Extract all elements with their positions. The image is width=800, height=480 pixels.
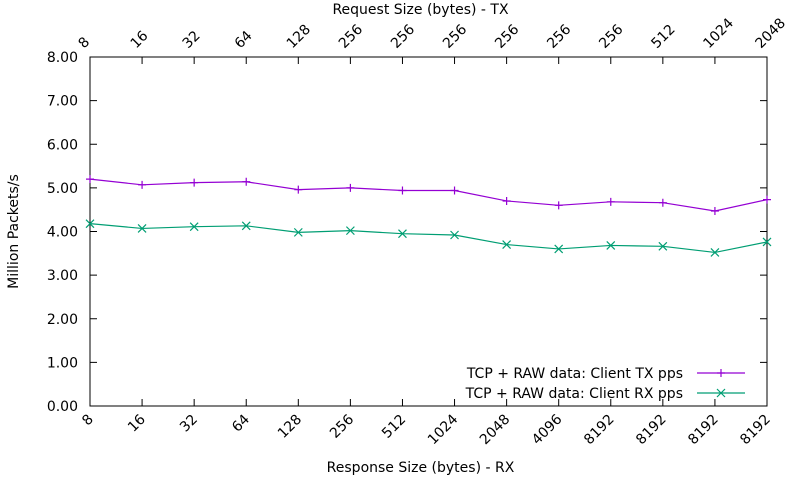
x-tick-label-top: 256: [492, 22, 522, 52]
data-point: [658, 198, 667, 207]
series-2: [85, 219, 772, 257]
x-tick-label-bottom: 8192: [633, 412, 670, 449]
x-tick-label-bottom: 16: [125, 411, 149, 435]
legend-label: TCP + RAW data: Client RX pps: [465, 386, 683, 402]
x-tick-label-bottom: 2048: [477, 412, 514, 449]
y-axis-title: Million Packets/s: [6, 174, 22, 289]
data-point: [554, 201, 563, 210]
y-tick-label: 5.00: [47, 181, 78, 197]
x-tick-label-top: 256: [440, 22, 470, 52]
plot-area: 0.001.002.003.004.005.006.007.008.008 16 3…: [47, 15, 789, 448]
x-tick-label-bottom: 8192: [685, 412, 722, 449]
x-tick-label-top: 16: [128, 28, 152, 52]
data-point: [554, 244, 564, 254]
y-tick-label: 8.00: [47, 50, 78, 66]
data-point: [398, 186, 407, 195]
data-point: [241, 221, 251, 231]
x-tick-label-top: 64: [232, 28, 256, 52]
x-axis-title: Response Size (bytes) - RX: [327, 460, 515, 476]
y-tick-label: 3.00: [47, 268, 78, 284]
series-line: [89, 223, 768, 254]
legend-marker: [717, 369, 725, 377]
x-tick-label-bottom: 128: [275, 412, 305, 442]
x-tick-label-top: 1024: [700, 15, 737, 52]
data-point: [606, 241, 616, 250]
data-point: [763, 195, 771, 204]
plot-border: [89, 56, 768, 407]
data-point: [189, 222, 199, 232]
data-point: [502, 196, 511, 205]
x-tick-label-top: 32: [180, 28, 204, 52]
data-point: [85, 219, 95, 229]
data-point: [86, 175, 94, 184]
data-point: [293, 227, 303, 237]
x-tick-label-top: 2048: [753, 15, 790, 52]
x-tick-label-top: 8: [76, 34, 94, 52]
y-tick-label: 7.00: [47, 94, 78, 110]
y-tick-label: 4.00: [47, 225, 78, 241]
y-tick-label: 6.00: [47, 137, 78, 153]
x-tick-label-top: 256: [388, 22, 418, 52]
top-axis-title: Request Size (bytes) - TX: [332, 2, 509, 18]
legend-marker: [716, 388, 726, 398]
legend: TCP + RAW data: Client TX pps TCP + RAW d…: [465, 366, 745, 402]
data-point: [138, 180, 147, 189]
data-point: [345, 226, 355, 236]
x-tick-label-bottom: 64: [229, 411, 253, 435]
x-tick-label-bottom: 8192: [581, 412, 618, 449]
x-tick-label-top: 128: [284, 22, 314, 52]
y-tick-label: 2.00: [47, 312, 78, 328]
data-point: [190, 178, 199, 187]
series-line: [89, 178, 768, 212]
x-tick-label-top: 512: [648, 22, 678, 52]
x-tick-label-top: 256: [544, 22, 574, 52]
data-point: [606, 197, 615, 206]
y-tick-label: 0.00: [47, 399, 78, 415]
data-point: [710, 248, 720, 257]
data-point: [450, 186, 459, 195]
x-tick-label-bottom: 32: [177, 412, 201, 436]
data-point: [450, 230, 459, 240]
data-point: [398, 229, 407, 239]
x-tick-label-bottom: 512: [379, 412, 409, 442]
data-point: [658, 241, 668, 251]
y-tick-label: 1.00: [47, 355, 78, 371]
data-point: [710, 206, 719, 215]
x-tick-label-top: 256: [596, 22, 626, 52]
data-point: [346, 183, 355, 192]
x-tick-label-bottom: 4096: [529, 411, 566, 448]
x-tick-label-bottom: 256: [327, 411, 357, 441]
data-point: [242, 177, 251, 186]
data-point: [137, 224, 147, 233]
x-tick-label-bottom: 1024: [425, 411, 462, 448]
legend-label: TCP + RAW data: Client TX pps: [466, 366, 683, 382]
data-point: [502, 240, 512, 250]
x-tick-label-top: 256: [336, 22, 366, 52]
series-1: [86, 175, 771, 215]
data-point: [294, 185, 303, 194]
data-point: [762, 237, 772, 247]
x-tick-label-bottom: 8192: [737, 412, 774, 449]
x-tick-label-bottom: 8: [79, 412, 97, 430]
